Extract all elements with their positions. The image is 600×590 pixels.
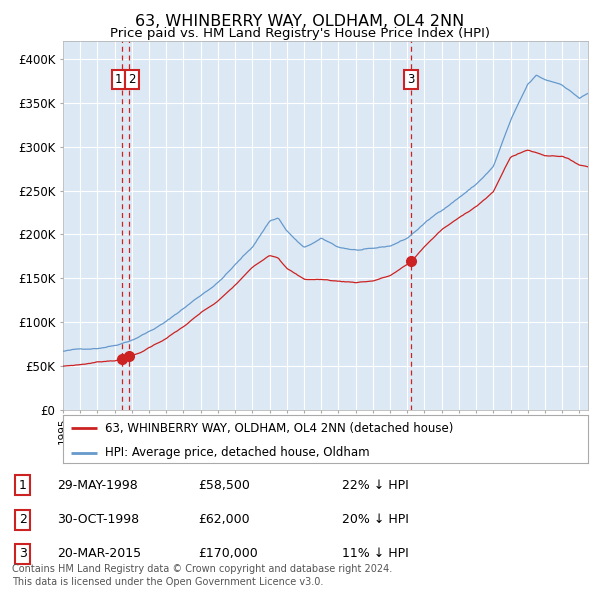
Text: £58,500: £58,500 [198, 479, 250, 492]
Text: £170,000: £170,000 [198, 548, 258, 560]
Text: HPI: Average price, detached house, Oldham: HPI: Average price, detached house, Oldh… [105, 446, 370, 459]
Text: 30-OCT-1998: 30-OCT-1998 [57, 513, 139, 526]
Text: 63, WHINBERRY WAY, OLDHAM, OL4 2NN (detached house): 63, WHINBERRY WAY, OLDHAM, OL4 2NN (deta… [105, 422, 454, 435]
Text: 2: 2 [128, 73, 136, 86]
Text: 63, WHINBERRY WAY, OLDHAM, OL4 2NN: 63, WHINBERRY WAY, OLDHAM, OL4 2NN [136, 14, 464, 28]
Text: 22% ↓ HPI: 22% ↓ HPI [342, 479, 409, 492]
Text: 1: 1 [19, 479, 27, 492]
Text: Price paid vs. HM Land Registry's House Price Index (HPI): Price paid vs. HM Land Registry's House … [110, 27, 490, 40]
Text: 20% ↓ HPI: 20% ↓ HPI [342, 513, 409, 526]
Text: Contains HM Land Registry data © Crown copyright and database right 2024.
This d: Contains HM Land Registry data © Crown c… [12, 564, 392, 587]
Text: 11% ↓ HPI: 11% ↓ HPI [342, 548, 409, 560]
Text: 3: 3 [407, 73, 415, 86]
Text: 3: 3 [19, 548, 27, 560]
Text: 1: 1 [115, 73, 122, 86]
Text: 20-MAR-2015: 20-MAR-2015 [57, 548, 141, 560]
Text: £62,000: £62,000 [198, 513, 250, 526]
Text: 2: 2 [19, 513, 27, 526]
Text: 29-MAY-1998: 29-MAY-1998 [57, 479, 138, 492]
